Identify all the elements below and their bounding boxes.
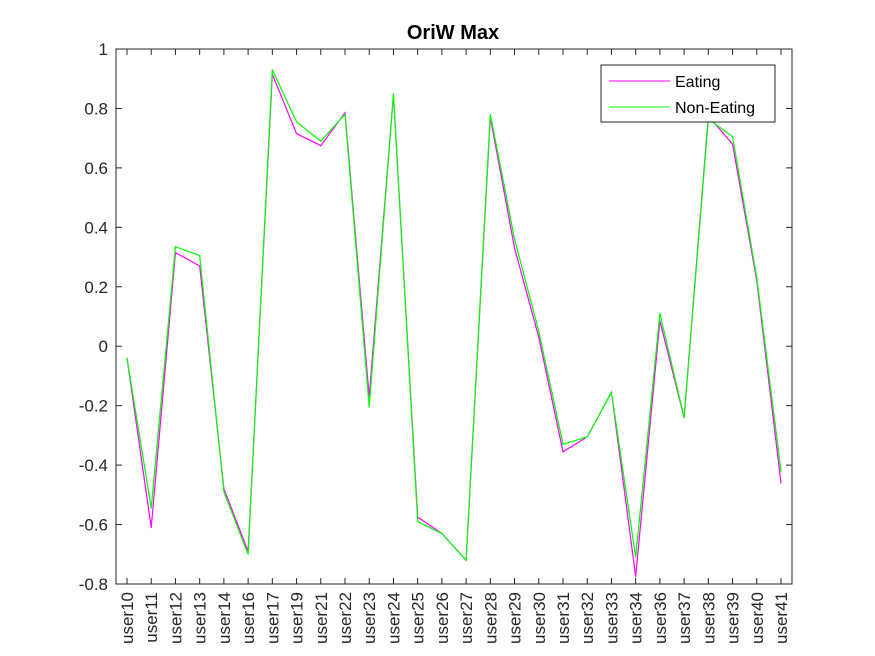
x-tick-label: user27 [457, 592, 476, 644]
chart-title: OriW Max [407, 22, 499, 44]
data-point [538, 336, 540, 338]
data-point [247, 553, 249, 555]
y-tick-label: 1 [99, 40, 108, 59]
data-point [513, 247, 516, 249]
legend-label-eating: Eating [675, 74, 720, 91]
x-tick-label: user19 [288, 592, 307, 644]
data-point [489, 113, 491, 115]
series-line-non-eating [126, 69, 782, 562]
y-tick-label: -0.6 [79, 516, 108, 535]
data-point [635, 556, 637, 558]
data-point [562, 451, 564, 453]
x-tick-label: user36 [651, 592, 670, 644]
x-tick-label: user37 [675, 592, 694, 644]
data-point [417, 520, 419, 523]
data-point [610, 391, 613, 393]
data-point [174, 246, 177, 248]
data-point [441, 532, 443, 535]
data-point [150, 507, 152, 509]
data-point [344, 113, 346, 115]
data-point [731, 136, 734, 138]
legend: Eating Non-Eating [600, 64, 776, 123]
x-tick-label: user32 [578, 592, 597, 644]
data-point [513, 238, 516, 240]
data-point [392, 92, 395, 95]
data-point [562, 443, 564, 445]
x-tick-label: user38 [699, 592, 718, 644]
x-tick-label: user25 [409, 592, 428, 644]
x-tick-label: user41 [772, 592, 791, 644]
data-point [683, 416, 685, 419]
y-axis: -0.8 -0.6 -0.4 -0.2 0 0.2 0.4 0.6 0.8 1 [79, 40, 792, 594]
data-point [199, 265, 201, 267]
data-point [538, 330, 540, 332]
data-point [199, 254, 201, 257]
x-tick-label: user33 [602, 592, 621, 644]
data-point [780, 470, 782, 472]
x-tick-label: user34 [627, 592, 646, 644]
x-tick-label: user24 [384, 592, 403, 644]
x-tick-label: user28 [481, 592, 500, 644]
y-tick-label: 0.6 [84, 159, 108, 178]
x-tick-label: user40 [748, 592, 767, 644]
data-point [465, 559, 467, 561]
x-tick-label: user26 [433, 592, 452, 644]
x-tick-label: user31 [554, 592, 573, 644]
legend-label-non-eating: Non-Eating [675, 100, 755, 117]
x-tick-label: user11 [142, 592, 161, 643]
y-tick-label: 0 [99, 337, 108, 356]
data-point [780, 482, 782, 484]
data-point [368, 406, 370, 408]
data-point [320, 144, 322, 147]
data-point [731, 143, 734, 145]
x-tick-label: user17 [263, 592, 282, 644]
x-tick-label: user29 [506, 592, 525, 644]
x-tick-label: user39 [724, 592, 743, 644]
x-tick-label: user13 [191, 592, 210, 644]
data-point [586, 436, 588, 438]
y-tick-label: -0.2 [79, 397, 108, 416]
data-point [126, 357, 128, 359]
y-tick-label: 0.2 [84, 278, 108, 297]
x-tick-label: user14 [215, 592, 234, 644]
x-tick-label: user16 [239, 592, 258, 644]
data-point [271, 69, 273, 71]
x-tick-label: user30 [530, 592, 549, 644]
data-point [320, 140, 322, 142]
x-tick-label: user21 [312, 592, 331, 644]
y-tick-label: 0.8 [84, 99, 108, 118]
data-point [150, 526, 152, 529]
y-tick-label: -0.8 [79, 575, 108, 594]
plot-area [115, 48, 793, 585]
x-tick-label: user23 [360, 592, 379, 644]
legend-box [600, 64, 776, 123]
data-point [295, 133, 298, 135]
data-point [223, 491, 225, 493]
data-point [295, 121, 298, 123]
data-point [635, 575, 637, 578]
x-tick-label: user12 [166, 592, 185, 644]
y-tick-label: 0.4 [84, 218, 108, 237]
data-point [756, 277, 758, 279]
x-axis: user10 user11 user12 user13 user14 user16 user… [118, 49, 791, 644]
y-tick-label: -0.4 [79, 456, 108, 475]
data-point [659, 312, 661, 315]
x-tick-label: user22 [336, 592, 355, 644]
x-tick-label: user10 [118, 592, 137, 644]
